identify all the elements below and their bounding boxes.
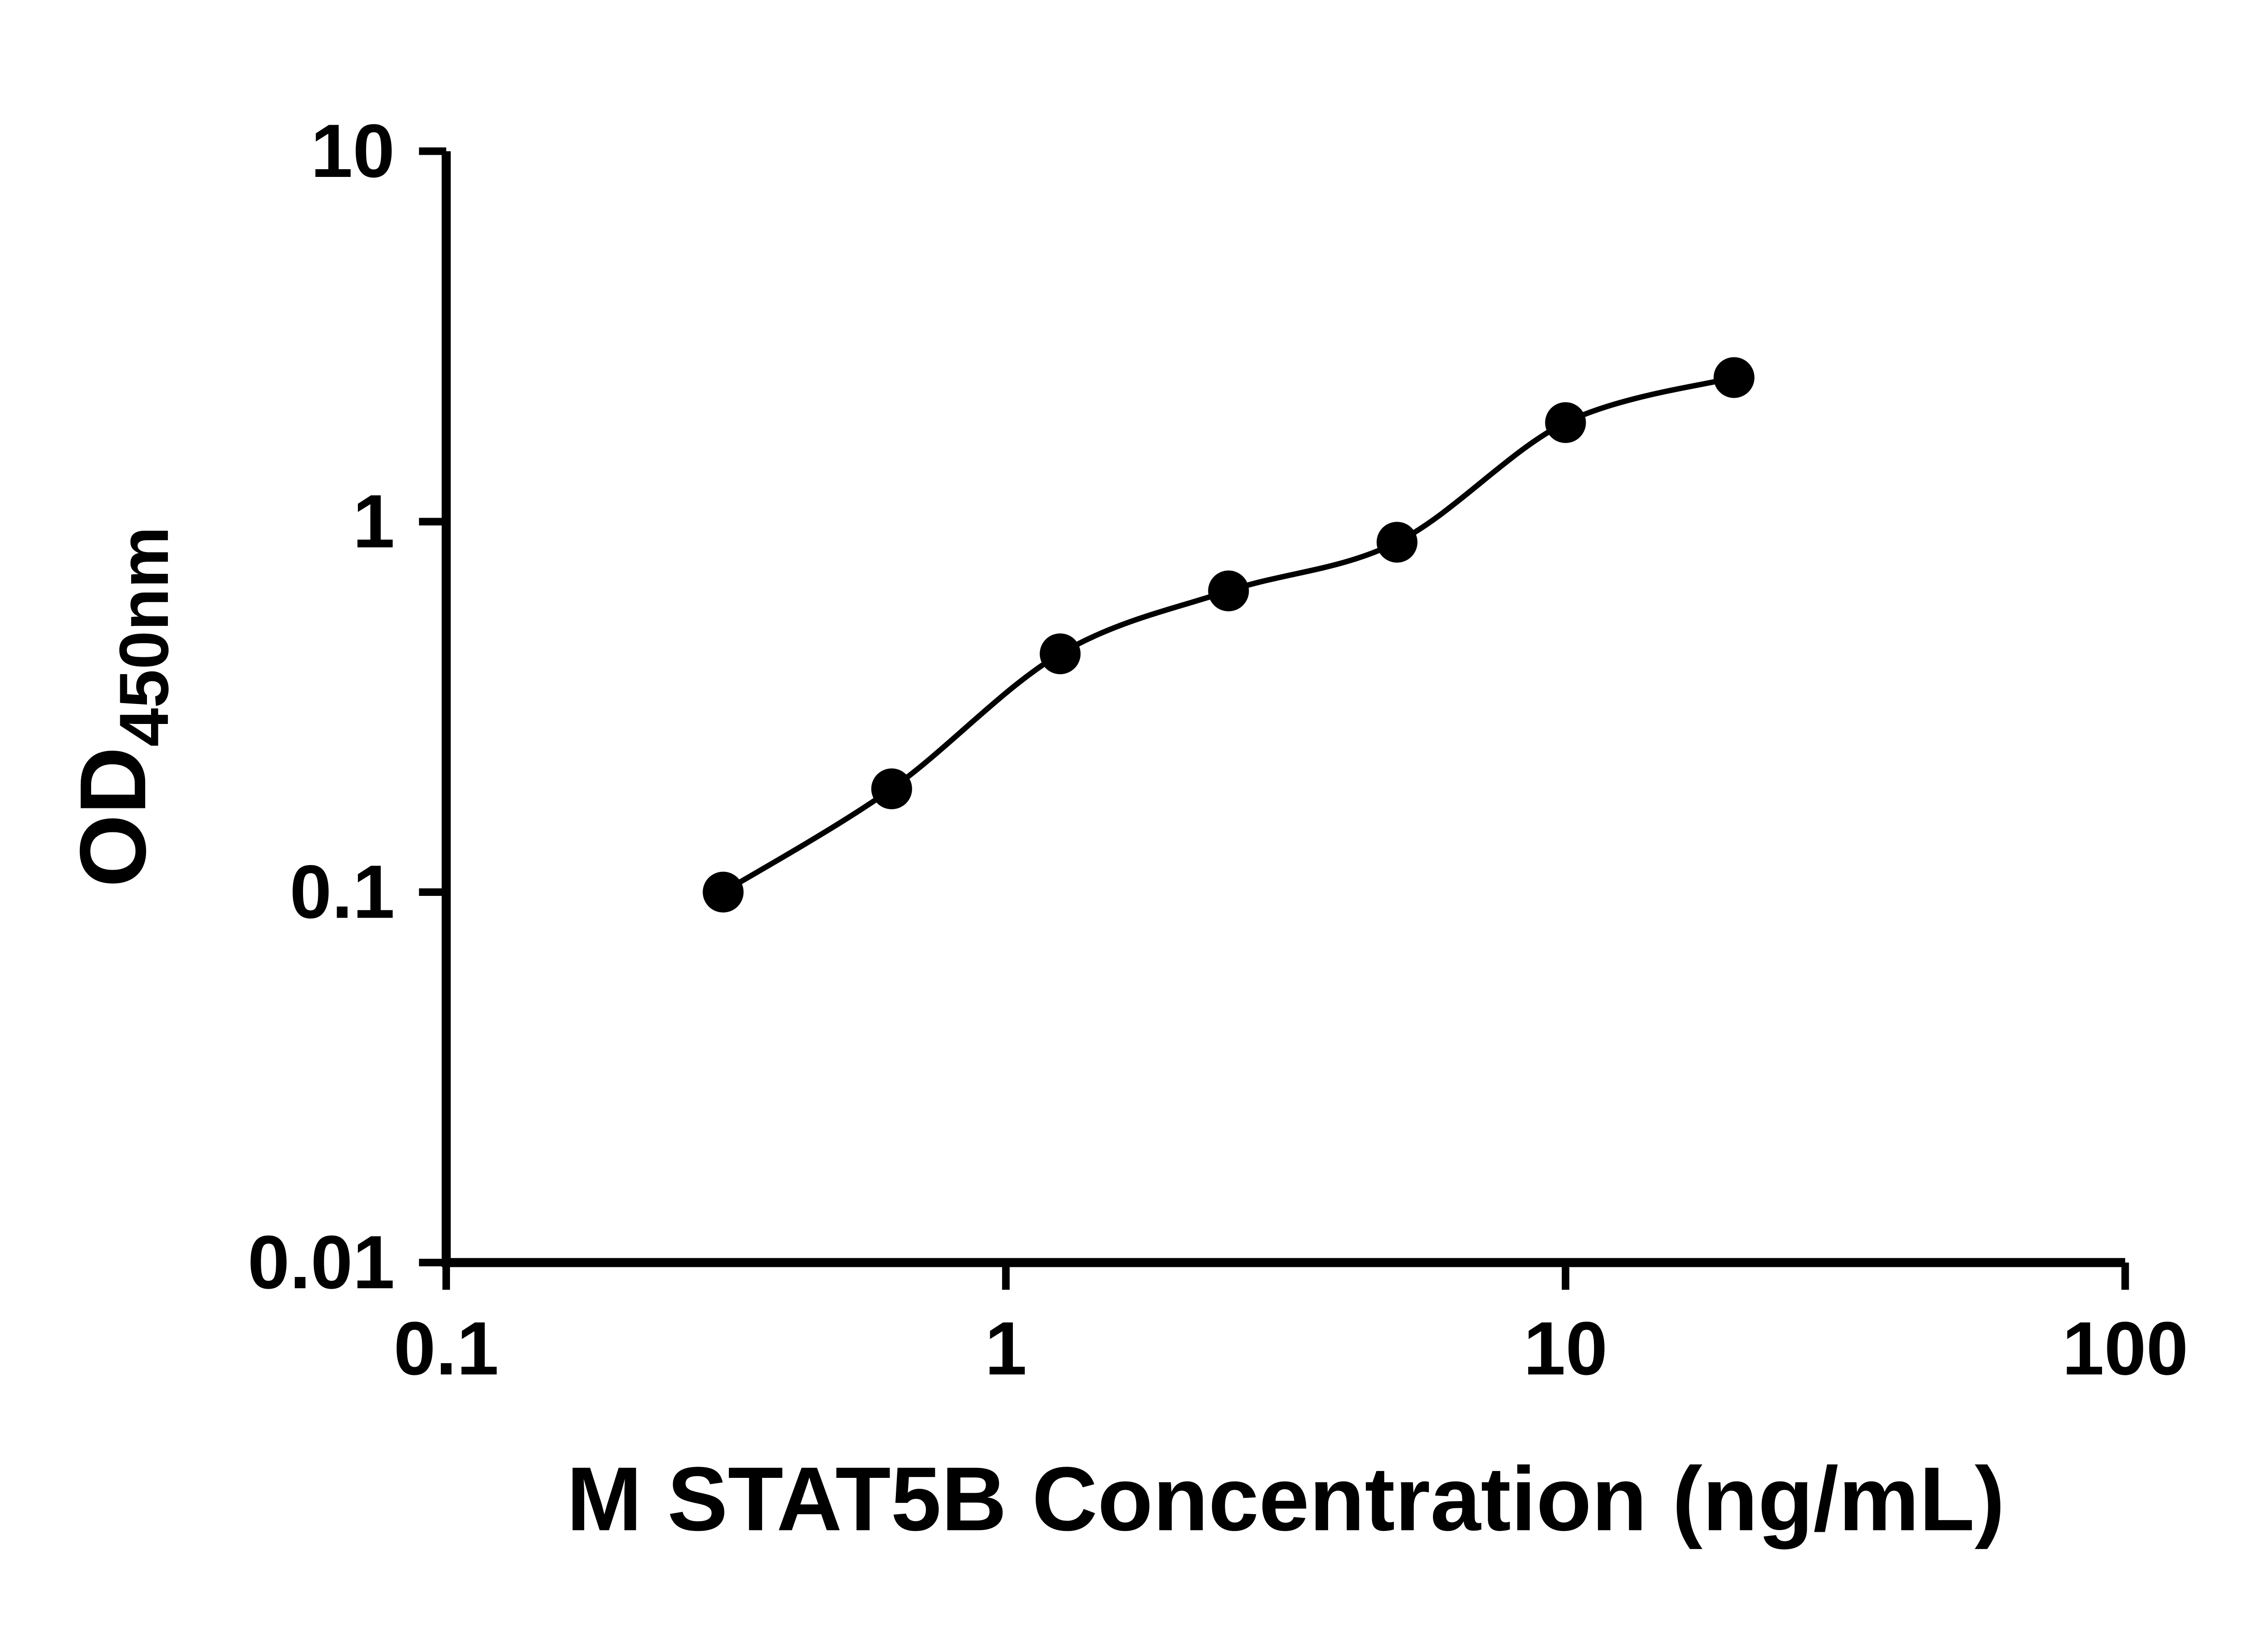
data-point (871, 768, 912, 809)
data-point (1713, 357, 1755, 398)
data-point (703, 871, 744, 913)
data-point (1208, 570, 1249, 611)
data-point (1040, 633, 1081, 675)
x-axis-tick-label: 100 (2062, 1306, 2188, 1391)
x-axis-title: M STAT5B Concentration (ng/mL) (567, 1448, 2005, 1550)
x-axis-tick-label: 10 (1524, 1306, 1608, 1391)
y-axis-title: OD450nm (60, 526, 183, 887)
data-point (1376, 522, 1418, 563)
y-axis-tick-label: 10 (311, 109, 395, 193)
axes-line (441, 151, 2126, 1267)
y-axis-tick-label: 0.1 (290, 850, 395, 934)
x-axis-tick-label: 0.1 (394, 1306, 499, 1391)
y-axis-tick-label: 1 (353, 479, 395, 564)
standard-curve-fit-line (722, 375, 1735, 895)
x-axis-tick-label: 1 (985, 1306, 1027, 1391)
data-point (1545, 402, 1586, 443)
y-axis-tick-label: 0.01 (248, 1220, 395, 1305)
